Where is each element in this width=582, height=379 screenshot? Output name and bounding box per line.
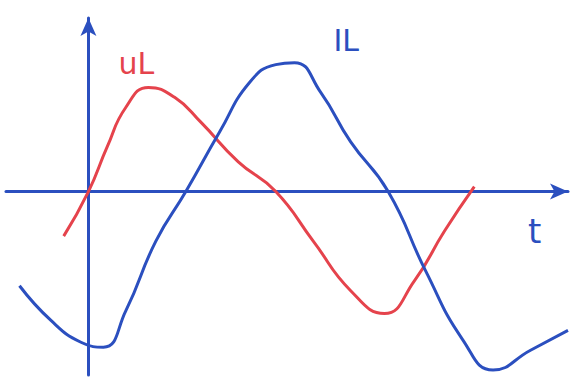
svg-text:IL: IL — [333, 23, 359, 58]
svg-text:uL: uL — [119, 46, 155, 81]
svg-text:t: t — [528, 211, 541, 251]
